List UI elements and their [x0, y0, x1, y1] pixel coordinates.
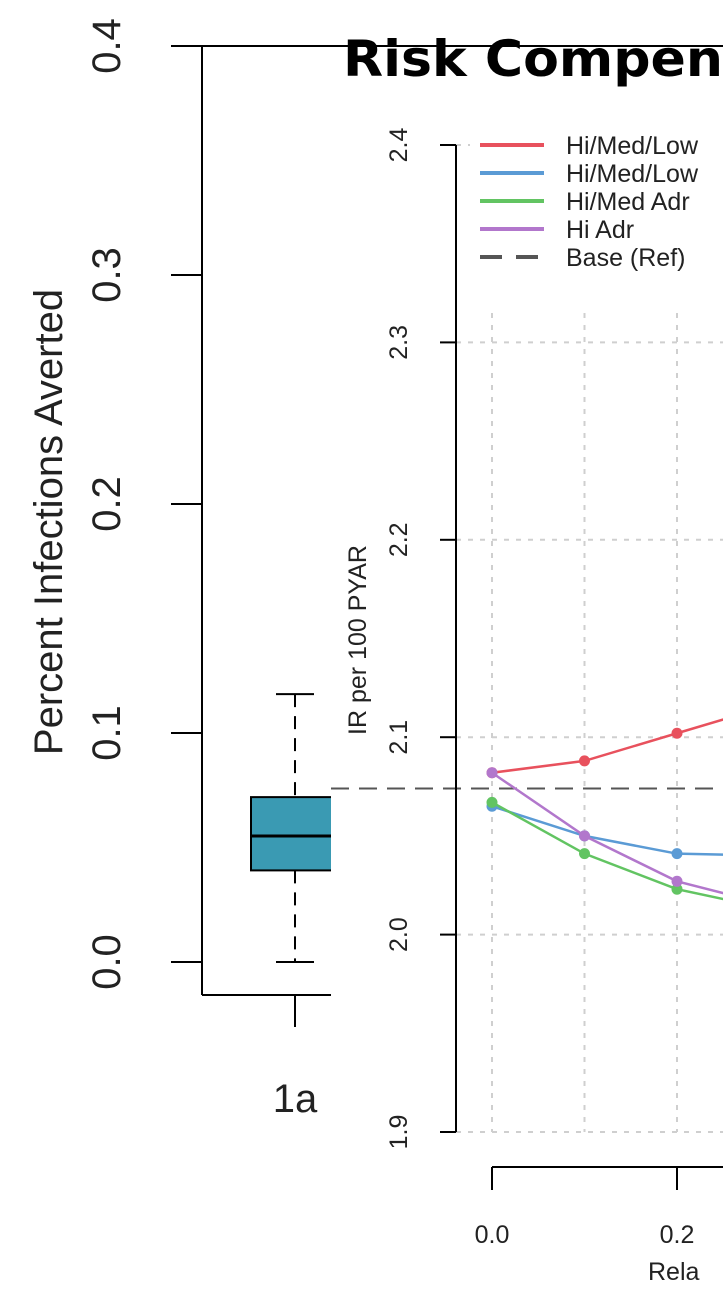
linechart-y-tick-label: 1.9 [385, 1115, 413, 1150]
series-point [671, 883, 683, 895]
series-point [486, 767, 498, 779]
linechart-x-axis-label: Rela [648, 1258, 700, 1286]
linechart-panel: 1.9 2.0 2.1 2.2 2.3 2.4 0.0 0.2 IR per 100 PYA… [331, 92, 723, 1290]
chart-title: Risk Compen [343, 30, 723, 88]
legend-label: Base (Ref) [566, 244, 685, 272]
series-point [671, 848, 683, 860]
series-point [486, 796, 498, 808]
boxplot-y-tick-label: 0.4 [85, 18, 129, 74]
linechart-y-tick-label: 2.4 [385, 128, 413, 163]
legend-label: Hi Adr [566, 216, 634, 244]
series-line [491, 771, 723, 895]
legend-label: Hi/Med/Low [566, 132, 699, 160]
boxplot-y-tick-label: 0.3 [85, 247, 129, 303]
legend-label: Hi/Med Adr [566, 188, 690, 216]
series-point [579, 830, 590, 842]
series-line [491, 718, 723, 774]
series-point [579, 755, 590, 767]
boxplot-y-tick-label: 0.0 [85, 934, 129, 990]
linechart-y-ticks: 1.9 2.0 2.1 2.2 2.3 2.4 [385, 128, 456, 1150]
boxplot-y-axis-label: Percent Infections Averted [27, 289, 71, 755]
linechart-x-ticks: 0.0 0.2 [475, 1167, 695, 1249]
linechart-y-axis-label: IR per 100 PYAR [344, 545, 372, 735]
boxplot-y-tick-label: 0.1 [85, 705, 129, 761]
legend-background [470, 128, 723, 313]
linechart-x-tick-label: 0.0 [475, 1221, 510, 1249]
legend-label: Hi/Med/Low [566, 160, 699, 188]
series-point [579, 848, 590, 860]
boxplot-y-ticks: 0.0 0.1 0.2 0.3 0.4 [85, 18, 202, 990]
linechart-y-tick-label: 2.2 [385, 522, 413, 557]
linechart-y-tick-label: 2.1 [385, 720, 413, 755]
boxplot-x-ticks: 1a [273, 995, 318, 1121]
linechart-x-tick-label: 0.2 [660, 1221, 695, 1249]
series-line [491, 805, 723, 856]
boxplot-y-tick-label: 0.2 [85, 476, 129, 532]
linechart-series [486, 718, 723, 901]
linechart-y-tick-label: 2.3 [385, 325, 413, 360]
series-point [671, 727, 683, 739]
series-line [491, 801, 723, 901]
linechart-y-tick-label: 2.0 [385, 917, 413, 952]
series-point [671, 875, 683, 887]
boxplot-x-tick-label: 1a [273, 1077, 318, 1121]
